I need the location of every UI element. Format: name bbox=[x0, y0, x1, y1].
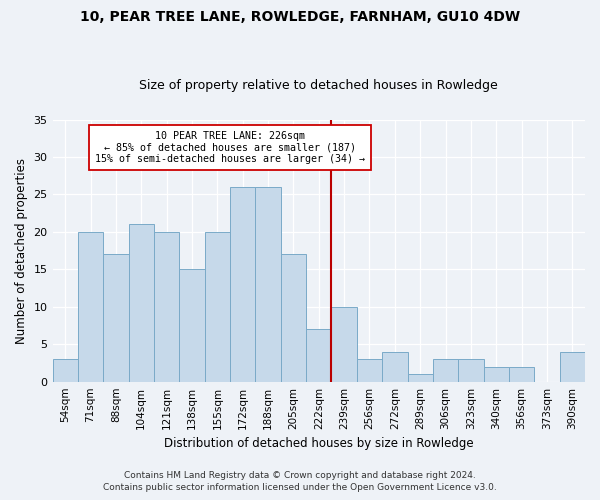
Bar bbox=[53, 359, 78, 382]
Bar bbox=[433, 359, 458, 382]
Bar bbox=[331, 307, 357, 382]
Bar bbox=[458, 359, 484, 382]
Bar bbox=[78, 232, 103, 382]
Bar bbox=[509, 366, 534, 382]
Bar bbox=[154, 232, 179, 382]
Bar bbox=[484, 366, 509, 382]
Bar bbox=[256, 187, 281, 382]
Text: 10 PEAR TREE LANE: 226sqm
← 85% of detached houses are smaller (187)
15% of semi: 10 PEAR TREE LANE: 226sqm ← 85% of detac… bbox=[95, 131, 365, 164]
Bar bbox=[179, 270, 205, 382]
Bar bbox=[205, 232, 230, 382]
Y-axis label: Number of detached properties: Number of detached properties bbox=[15, 158, 28, 344]
Bar bbox=[382, 352, 407, 382]
Bar bbox=[357, 359, 382, 382]
Text: Contains HM Land Registry data © Crown copyright and database right 2024.
Contai: Contains HM Land Registry data © Crown c… bbox=[103, 471, 497, 492]
Text: 10, PEAR TREE LANE, ROWLEDGE, FARNHAM, GU10 4DW: 10, PEAR TREE LANE, ROWLEDGE, FARNHAM, G… bbox=[80, 10, 520, 24]
X-axis label: Distribution of detached houses by size in Rowledge: Distribution of detached houses by size … bbox=[164, 437, 473, 450]
Bar bbox=[407, 374, 433, 382]
Bar bbox=[103, 254, 128, 382]
Bar bbox=[560, 352, 585, 382]
Bar bbox=[281, 254, 306, 382]
Bar bbox=[306, 330, 331, 382]
Bar bbox=[230, 187, 256, 382]
Bar bbox=[128, 224, 154, 382]
Title: Size of property relative to detached houses in Rowledge: Size of property relative to detached ho… bbox=[139, 79, 498, 92]
